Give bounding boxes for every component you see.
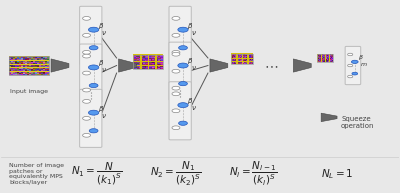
Circle shape — [82, 16, 90, 20]
Text: $\cdots$: $\cdots$ — [264, 58, 279, 73]
Circle shape — [89, 46, 98, 50]
Text: Number of image
patches or
equivalently MPS
blocks/layer: Number of image patches or equivalently … — [9, 163, 64, 185]
FancyBboxPatch shape — [80, 44, 102, 102]
Circle shape — [82, 33, 90, 37]
Circle shape — [172, 50, 180, 54]
Text: $\nu$: $\nu$ — [102, 29, 107, 36]
Text: $\nu$: $\nu$ — [191, 104, 196, 112]
Polygon shape — [321, 113, 337, 122]
Circle shape — [89, 129, 98, 133]
Text: $\beta$: $\beta$ — [98, 21, 104, 31]
Bar — [317, 54, 333, 62]
Text: $\nu$: $\nu$ — [102, 112, 107, 119]
Circle shape — [348, 53, 353, 56]
FancyBboxPatch shape — [80, 6, 102, 64]
Text: Squeeze
operation: Squeeze operation — [341, 116, 374, 129]
Circle shape — [172, 16, 180, 20]
Circle shape — [172, 52, 180, 56]
Text: $N_l = \dfrac{N_{l-1}}{(k_l)^S}$: $N_l = \dfrac{N_{l-1}}{(k_l)^S}$ — [230, 160, 278, 188]
Text: $\beta$: $\beta$ — [98, 104, 104, 114]
Text: $\nu$: $\nu$ — [191, 29, 196, 36]
Polygon shape — [210, 59, 228, 72]
Text: $\nu$: $\nu$ — [191, 64, 196, 72]
Circle shape — [348, 75, 353, 78]
Circle shape — [172, 33, 180, 37]
Circle shape — [82, 88, 90, 92]
Circle shape — [172, 92, 180, 96]
Polygon shape — [293, 59, 311, 72]
Text: $N_1 = \dfrac{N}{(k_1)^S}$: $N_1 = \dfrac{N}{(k_1)^S}$ — [71, 161, 122, 187]
Circle shape — [179, 46, 187, 50]
FancyBboxPatch shape — [169, 6, 191, 64]
Circle shape — [352, 72, 358, 75]
FancyBboxPatch shape — [345, 46, 361, 85]
FancyBboxPatch shape — [169, 82, 191, 140]
Text: Input image: Input image — [10, 89, 48, 94]
Circle shape — [88, 110, 99, 115]
Circle shape — [172, 86, 180, 90]
Circle shape — [178, 63, 188, 68]
Bar — [134, 55, 163, 69]
Circle shape — [82, 133, 90, 137]
Text: $m$: $m$ — [360, 61, 368, 68]
Text: $\nu$: $\nu$ — [102, 66, 107, 74]
Text: $\beta$: $\beta$ — [187, 57, 194, 66]
Polygon shape — [51, 59, 69, 72]
Circle shape — [178, 27, 188, 32]
Circle shape — [82, 54, 90, 58]
Circle shape — [348, 64, 353, 67]
Circle shape — [88, 65, 99, 70]
Circle shape — [172, 69, 180, 73]
Circle shape — [82, 99, 90, 103]
Bar — [9, 56, 49, 75]
Circle shape — [179, 121, 187, 125]
Circle shape — [352, 60, 358, 63]
Circle shape — [89, 83, 98, 88]
Text: $N_2 = \dfrac{N_1}{(k_2)^S}$: $N_2 = \dfrac{N_1}{(k_2)^S}$ — [150, 160, 202, 188]
Circle shape — [82, 116, 90, 120]
Polygon shape — [118, 59, 136, 72]
FancyBboxPatch shape — [169, 42, 191, 100]
Circle shape — [172, 126, 180, 130]
Circle shape — [88, 27, 99, 32]
Bar — [231, 54, 253, 64]
FancyBboxPatch shape — [80, 89, 102, 147]
Circle shape — [178, 103, 188, 108]
Text: $\beta$: $\beta$ — [187, 96, 194, 106]
Circle shape — [82, 71, 90, 75]
Circle shape — [82, 50, 90, 54]
Text: $\beta$: $\beta$ — [187, 21, 194, 31]
Circle shape — [172, 109, 180, 113]
Circle shape — [179, 82, 187, 86]
Text: $\beta$: $\beta$ — [358, 53, 364, 62]
Text: $\beta$: $\beta$ — [98, 58, 104, 68]
Text: $N_L = 1$: $N_L = 1$ — [321, 167, 353, 181]
